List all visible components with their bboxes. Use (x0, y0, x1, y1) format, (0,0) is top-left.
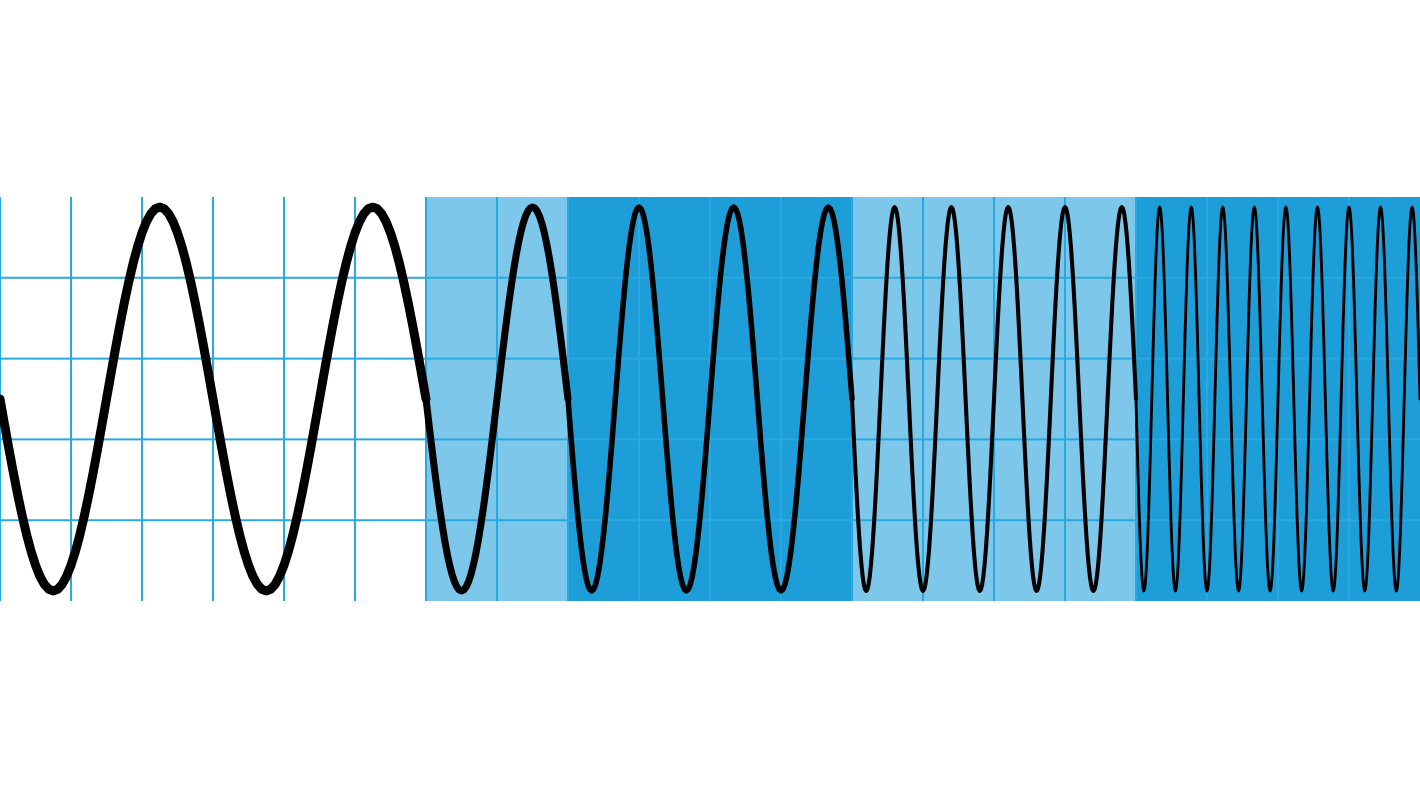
waveform-diagram (0, 197, 1420, 601)
waveform-svg (0, 197, 1420, 601)
